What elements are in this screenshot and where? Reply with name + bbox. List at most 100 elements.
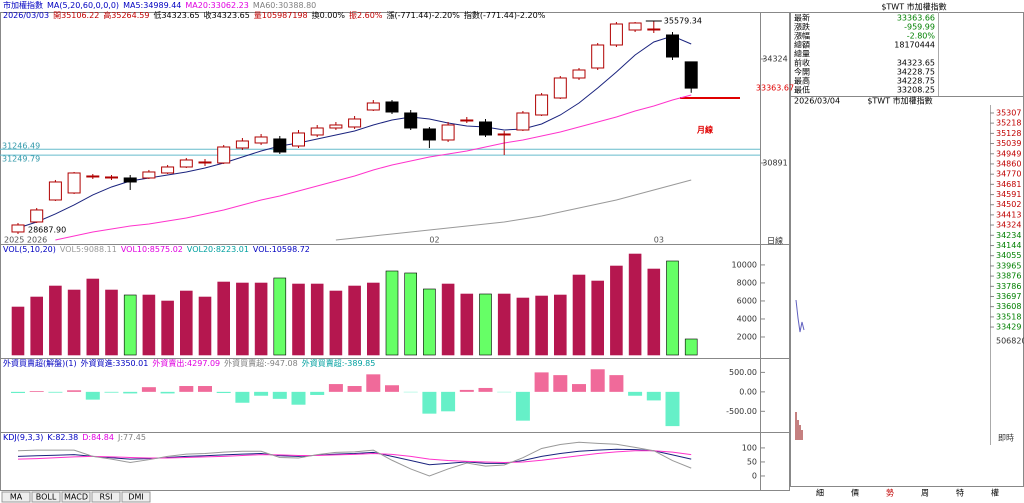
candle-body [329, 124, 343, 129]
foreign-bar [534, 372, 549, 392]
candle-body [105, 176, 118, 179]
indicator-tab[interactable] [1, 491, 31, 503]
foreign-bar [366, 374, 381, 392]
foreign-bar [609, 375, 624, 392]
intraday-line [795, 299, 805, 333]
indicator-tab-label[interactable]: RSI [100, 493, 113, 502]
kdj-header: KDJ(9,3,3) K:82.38 D:84.84 J:77.45 [3, 433, 146, 442]
volume-bar [553, 294, 567, 356]
volume-bar [292, 283, 305, 356]
foreign-bar [646, 391, 661, 401]
y-tick-label: 34234 [996, 231, 1021, 240]
candle-body [273, 138, 287, 153]
volume-bar [198, 296, 212, 356]
foreign-bar [665, 391, 680, 427]
indicator-tab-label[interactable]: BOLL [36, 493, 57, 502]
foreign-bar [48, 391, 63, 393]
volume-label: 506820 [996, 337, 1024, 346]
quote-label: 今開 [794, 67, 810, 77]
volume-bar [666, 260, 679, 356]
y-tick-label: 34144 [996, 241, 1021, 250]
y-tick-label: 34324 [996, 221, 1021, 230]
candle-body [67, 172, 81, 194]
y-tick-label: 34949 [996, 149, 1021, 158]
indicator-tab[interactable] [31, 491, 61, 503]
candle-body [86, 175, 100, 178]
candle-body [647, 28, 661, 31]
foreign-bar [590, 369, 605, 392]
quote-value: -959.99 [904, 23, 935, 32]
date-label: 02 [429, 236, 439, 245]
indicator-tab[interactable] [121, 491, 151, 503]
high-label: 35579.34 [664, 16, 702, 25]
panel-tab[interactable]: 周 [921, 489, 929, 498]
foreign-bar [179, 386, 194, 392]
kdj-header-item: D:84.84 [82, 433, 114, 442]
volume-bar [404, 272, 418, 356]
header-line2-item: 高35264.59 [103, 10, 149, 20]
volume-bar [67, 289, 81, 356]
panel-tab[interactable]: 特 [956, 488, 964, 498]
header-line2: 2026/03/03 開35106.22 高35264.59 低34323.65 收34… [3, 10, 546, 20]
period-label: 日線 [767, 236, 783, 246]
quote-label: 漲跌 [794, 22, 810, 32]
candle-body [516, 112, 530, 131]
header-line2-item: 低34323.65 [153, 10, 199, 20]
candle-body [385, 101, 399, 113]
foreign-bar [235, 391, 250, 403]
y-tick-label: 35218 [996, 119, 1021, 128]
indicator-tab[interactable] [61, 491, 91, 503]
y-tick-label: 34681 [996, 180, 1021, 189]
candle-body [460, 119, 474, 122]
header-line1-item: MA(5,20,60,0,0,0) [47, 1, 119, 10]
volume-bar [572, 274, 586, 356]
quote-label: 最高 [794, 76, 810, 86]
quote-title: $TWT 市加權指數 [881, 2, 946, 12]
indicator-tab-label[interactable]: MA [10, 493, 23, 502]
y-tick-label: 2000 [737, 332, 757, 341]
low-label: 28687.90 [28, 225, 66, 234]
candle-body [161, 166, 175, 174]
y-tick-label: 34860 [996, 159, 1021, 168]
candle-body [441, 124, 455, 141]
header-line2-item: 2026/03/03 [3, 11, 49, 20]
y-tick-label: 33786 [996, 282, 1021, 291]
quote-value: -2.80% [907, 32, 936, 41]
candle-body [48, 181, 62, 201]
header-line2-item: 振2.60% [349, 10, 383, 20]
candle-body [497, 133, 511, 136]
y-tick-label: 35128 [996, 129, 1021, 138]
y-tick-label: -500.00 [726, 407, 757, 416]
quote-value: 33208.25 [897, 86, 935, 95]
tick-title: $TWT 市加權指數 [867, 96, 932, 106]
volume-bar [610, 265, 623, 356]
candle-body [572, 69, 586, 79]
foreign-header-item: 外資買賣超:-389.85 [302, 358, 376, 368]
candle-body [198, 161, 212, 164]
indicator-tab-label[interactable]: DMI [128, 493, 143, 502]
candle-body [609, 23, 623, 46]
volume-bar [628, 253, 642, 356]
volume-bar [423, 288, 436, 356]
y-tick-label: 34413 [996, 210, 1021, 219]
volume-bar [161, 300, 174, 356]
y-tick-label: 33608 [996, 302, 1021, 311]
candle-body [404, 112, 418, 129]
panel-tab[interactable]: 價 [851, 489, 859, 498]
volume-bar [49, 285, 62, 356]
indicator-tab-label[interactable]: MACD [64, 493, 88, 502]
candle-body [684, 61, 698, 89]
candle-body [235, 140, 249, 149]
candle-body [292, 132, 305, 147]
volume-bar [142, 294, 156, 356]
ma-line [335, 179, 692, 241]
candle-body [591, 44, 605, 69]
panel-tab[interactable]: 權 [991, 488, 999, 498]
panel-tab[interactable]: 勢 [886, 488, 894, 498]
panel-tab[interactable]: 細 [816, 488, 824, 498]
volume-bar [535, 295, 548, 356]
kdj-line [17, 448, 692, 466]
indicator-tab[interactable] [91, 491, 121, 503]
header-line2-item: 量105987198 [254, 11, 308, 20]
